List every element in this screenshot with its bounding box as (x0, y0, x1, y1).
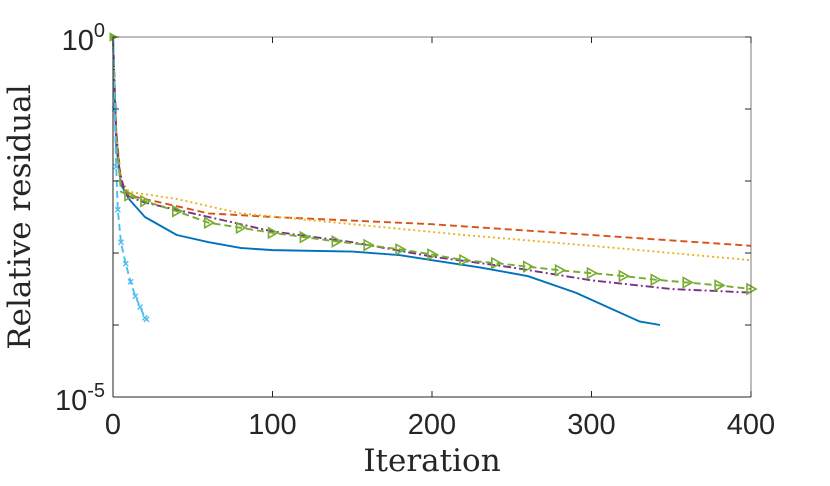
series-marker-triangle (235, 221, 248, 235)
x-tick-labels: 0 100 200 300 400 (105, 409, 775, 441)
series-marker-triangle (140, 194, 152, 208)
x-tick-label: 400 (727, 409, 775, 441)
x-tick-label: 300 (567, 409, 615, 441)
y-tick-label-bottom: 10-5 (55, 380, 105, 417)
series-marker-x (132, 293, 139, 300)
series-marker-triangle (746, 282, 758, 296)
y-axis-title: Relative residual (2, 84, 38, 349)
x-tick-label: 100 (248, 409, 296, 441)
series-marker-triangle (554, 263, 567, 277)
series-line-2 (112, 36, 752, 262)
series-marker-triangle (203, 216, 216, 230)
plot-area (109, 32, 758, 398)
series-marker-x (114, 206, 121, 213)
x-tick-label: 200 (408, 409, 456, 441)
series-line-5 (112, 36, 148, 320)
series-marker-triangle (682, 276, 694, 289)
series-marker-triangle (331, 235, 343, 248)
x-axis-title: Iteration (363, 443, 500, 479)
series-marker-triangle (395, 243, 407, 256)
series-marker-x (127, 278, 134, 285)
y-tick-bottom-exp: -5 (87, 380, 105, 402)
y-tick-bottom-base: 10 (55, 385, 87, 417)
series-marker-triangle (618, 269, 631, 283)
series-marker-triangle (427, 248, 439, 261)
series-marker-triangle (172, 204, 184, 218)
series-marker-x (113, 163, 120, 170)
series-marker-triangle (586, 266, 599, 280)
y-tick-top-base: 10 (62, 25, 94, 57)
series-marker-x (143, 316, 150, 323)
series-marker-triangle (299, 230, 312, 244)
series-marker-triangle (491, 256, 503, 270)
series-marker-triangle (522, 260, 535, 274)
series-marker-triangle (363, 238, 375, 252)
series-marker-triangle (459, 253, 471, 267)
y-tick-label-top: 100 (62, 20, 105, 57)
series-marker-x (122, 260, 129, 267)
series-marker-triangle (714, 279, 726, 292)
series-marker-triangle (267, 226, 280, 240)
series-marker-triangle (124, 189, 136, 202)
series-marker-triangle (650, 273, 662, 286)
x-tick-label: 0 (105, 409, 121, 441)
ticks-layer (112, 36, 752, 398)
marker-layer (109, 32, 758, 323)
series-marker-x (137, 304, 144, 310)
series-line-1 (112, 36, 752, 247)
plot-background (113, 37, 751, 397)
series-marker-x (117, 239, 124, 246)
y-tick-top-exp: 0 (94, 20, 105, 42)
